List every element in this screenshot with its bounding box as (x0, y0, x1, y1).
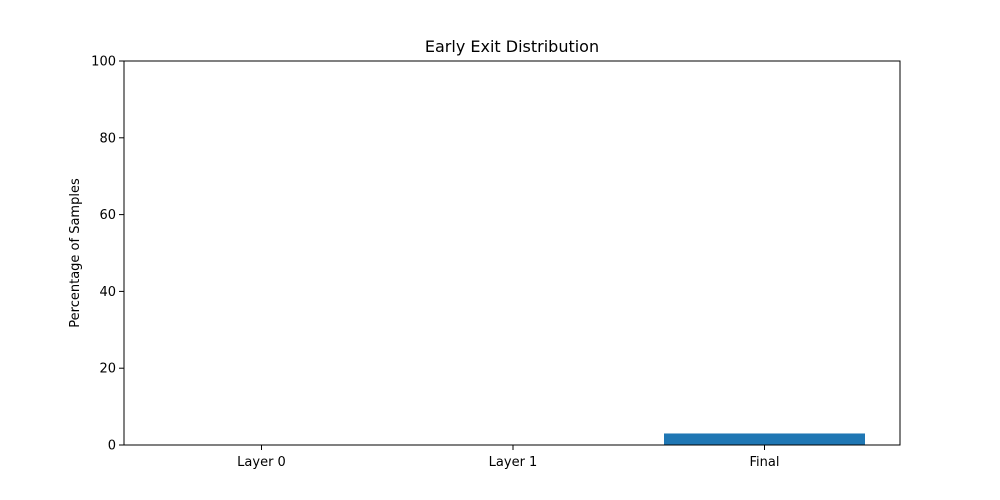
chart-title: Early Exit Distribution (425, 37, 599, 56)
y-tick-label: 100 (91, 55, 116, 70)
y-tick-label: 20 (99, 362, 116, 377)
y-tick-label: 40 (99, 285, 116, 300)
y-tick-label: 0 (108, 439, 116, 454)
x-tick-label: Layer 1 (489, 455, 538, 470)
y-tick-label: 60 (99, 208, 116, 223)
x-tick-label: Layer 0 (237, 455, 286, 470)
bar-final (664, 433, 865, 445)
y-axis-ticks: 0 20 40 60 80 100 (91, 55, 124, 454)
plot-frame (123, 60, 901, 446)
y-tick-label: 80 (99, 131, 116, 146)
bars-group (664, 433, 865, 445)
y-axis-label: Percentage of Samples (68, 178, 83, 328)
x-tick-label: Final (750, 455, 780, 470)
x-axis-ticks: Layer 0 Layer 1 Final (237, 445, 779, 470)
